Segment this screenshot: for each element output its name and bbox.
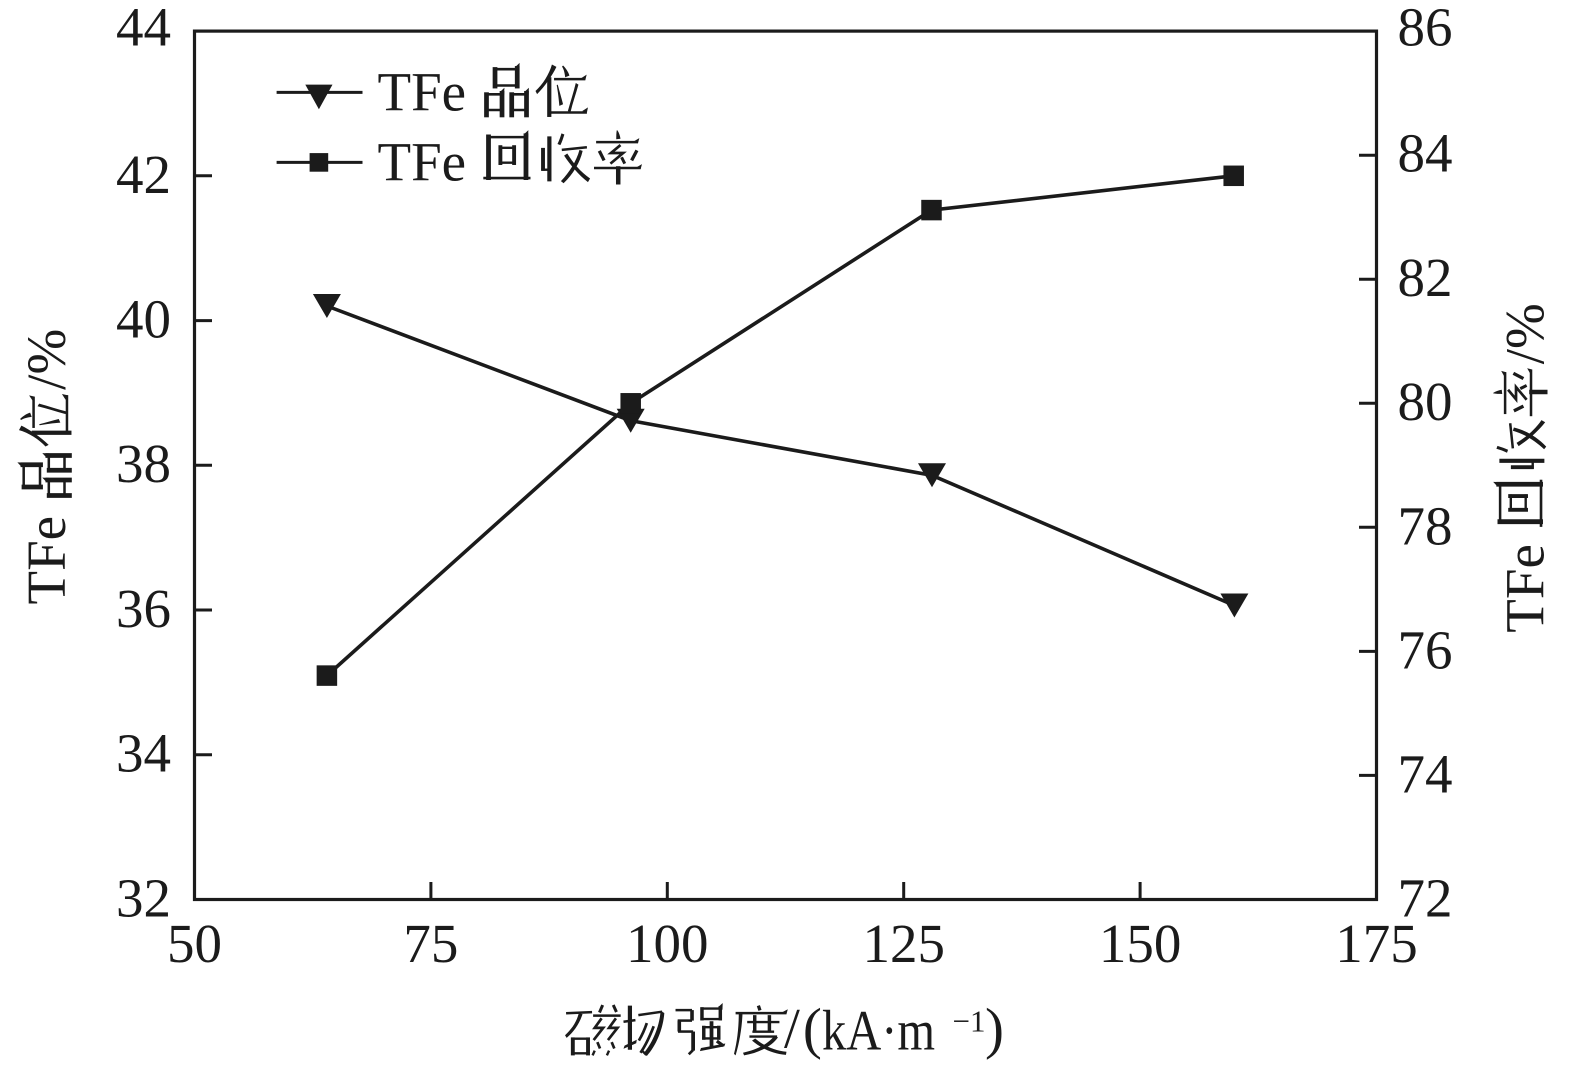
svg-text:42: 42 — [116, 144, 171, 205]
svg-text:75: 75 — [403, 913, 458, 974]
svg-text:86: 86 — [1398, 0, 1453, 58]
svg-text:kA·m: kA·m — [822, 1000, 935, 1062]
svg-text:150: 150 — [1099, 913, 1182, 974]
svg-text:38: 38 — [116, 433, 171, 494]
svg-text:/(: /( — [784, 998, 825, 1061]
svg-text:TFe: TFe — [1495, 544, 1556, 633]
svg-text:80: 80 — [1398, 371, 1453, 432]
svg-text:100: 100 — [626, 913, 709, 974]
svg-text:/%: /% — [16, 329, 77, 390]
svg-text:125: 125 — [862, 913, 945, 974]
svg-text:): ) — [985, 998, 1004, 1061]
svg-text:36: 36 — [116, 578, 171, 639]
svg-text:82: 82 — [1398, 247, 1453, 308]
svg-text:74: 74 — [1398, 743, 1453, 804]
svg-text:32: 32 — [116, 868, 171, 929]
svg-text:34: 34 — [116, 722, 171, 783]
svg-text:78: 78 — [1398, 495, 1453, 556]
svg-text:76: 76 — [1398, 619, 1453, 680]
svg-text:175: 175 — [1335, 913, 1418, 974]
svg-text:40: 40 — [116, 289, 171, 350]
svg-text:TFe: TFe — [378, 62, 467, 123]
svg-text:84: 84 — [1398, 122, 1453, 183]
svg-text:/%: /% — [1495, 303, 1556, 364]
svg-text:TFe: TFe — [16, 516, 77, 605]
svg-text:72: 72 — [1398, 868, 1453, 929]
svg-text:−1: −1 — [953, 1004, 986, 1039]
svg-text:TFe: TFe — [378, 132, 467, 193]
svg-text:44: 44 — [116, 0, 171, 58]
svg-text:50: 50 — [167, 913, 222, 974]
